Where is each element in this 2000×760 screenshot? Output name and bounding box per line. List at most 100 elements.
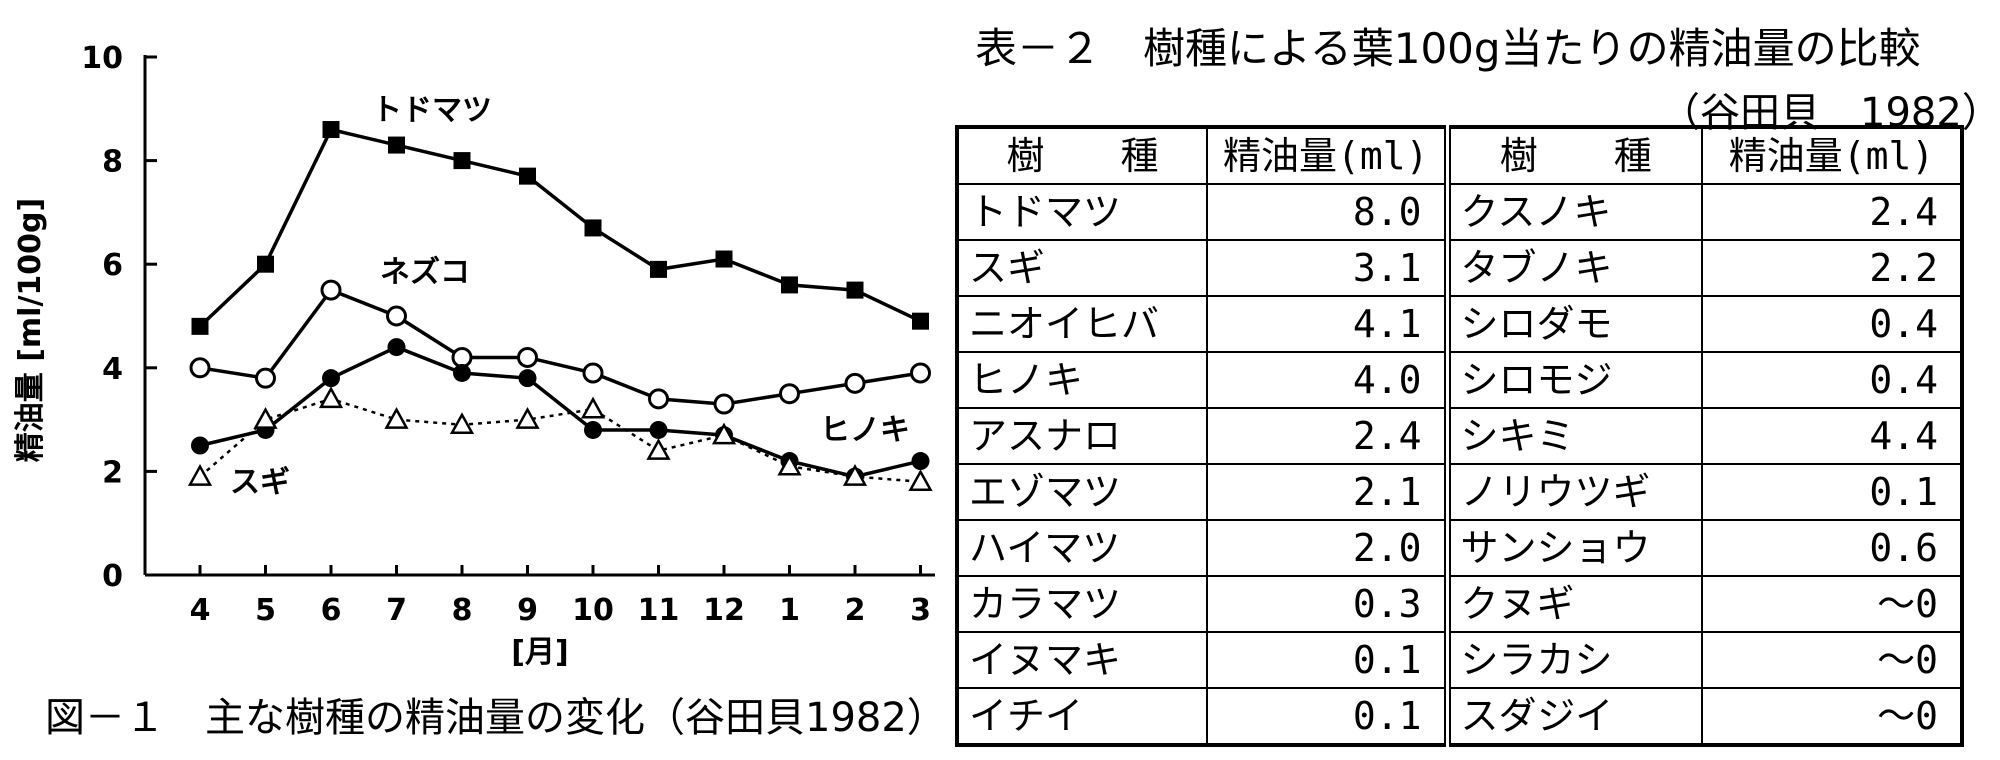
cell-oil-left: 0.1 <box>1206 631 1451 689</box>
cell-oil-left: 4.1 <box>1206 295 1451 353</box>
data-point-square <box>519 167 536 185</box>
data-point-open-circle <box>189 357 211 379</box>
data-point-open-circle <box>582 362 604 384</box>
data-point-square <box>650 260 667 278</box>
x-tick-label: 12 <box>703 593 745 628</box>
series-line <box>199 287 921 406</box>
cell-species-left: アスナロ <box>956 407 1208 465</box>
table-row: ヒノキ 4.0 シロモジ 0.4 <box>956 351 1963 409</box>
data-point-open-circle <box>320 279 342 301</box>
data-point-triangle <box>842 464 868 486</box>
cell-species-right: スダジイ <box>1446 687 1703 746</box>
x-tick-label: 11 <box>638 593 680 628</box>
data-point-filled-circle <box>453 363 471 382</box>
cell-oil-right: ～0 <box>1701 631 1963 689</box>
data-point-square <box>715 250 733 268</box>
series-line <box>198 127 922 328</box>
cell-oil-right: 0.1 <box>1701 463 1963 521</box>
data-point-triangle <box>580 396 606 419</box>
cell-oil-left: 3.1 <box>1206 239 1451 297</box>
cell-oil-right: 2.4 <box>1701 183 1963 241</box>
data-point-open-circle <box>386 305 407 327</box>
x-tick-label: 3 <box>910 593 931 628</box>
x-tick-label: 2 <box>845 593 866 628</box>
data-point-square <box>257 255 274 273</box>
cell-oil-left: 2.4 <box>1206 407 1451 465</box>
y-axis-label: 精油量 [ml/100g] <box>13 198 48 462</box>
table-row: ニオイヒバ 4.1 シロダモ 0.4 <box>956 295 1963 353</box>
data-point-square <box>846 281 864 299</box>
cell-oil-right: ～0 <box>1701 687 1963 746</box>
data-point-triangle <box>253 407 278 429</box>
cell-oil-right: 4.4 <box>1701 407 1963 465</box>
cell-species-left: イチイ <box>956 687 1208 746</box>
data-point-square <box>191 317 209 335</box>
data-point-filled-circle <box>584 420 602 439</box>
table-row: スギ 3.1 タブノキ 2.2 <box>956 239 1963 297</box>
cell-species-right: シキミ <box>1446 407 1703 465</box>
data-point-square <box>912 312 929 330</box>
y-tick-label: 4 <box>102 352 123 387</box>
data-point-square <box>388 136 405 154</box>
series-line <box>199 397 921 484</box>
cell-species-right: シラカシ <box>1446 631 1703 689</box>
series-label: ネズコ <box>380 255 470 290</box>
cell-oil-left: 2.1 <box>1206 463 1451 521</box>
data-point-filled-circle <box>649 420 668 439</box>
table-row: ハイマツ 2.0 サンショウ 0.6 <box>956 519 1963 577</box>
cell-species-right: シロダモ <box>1446 295 1703 353</box>
data-point-triangle <box>318 386 344 409</box>
cell-species-right: クヌギ <box>1446 575 1703 633</box>
x-tick-label: 7 <box>386 593 407 628</box>
header-oil-left: 精油量(ml) <box>1206 126 1451 185</box>
cell-oil-right: 2.2 <box>1701 239 1963 297</box>
data-point-open-circle <box>451 346 473 368</box>
cell-species-left: ニオイヒバ <box>956 295 1208 353</box>
cell-species-right: タブノキ <box>1446 239 1703 297</box>
x-tick-label: 6 <box>321 593 342 628</box>
data-point-triangle <box>187 464 213 486</box>
x-tick-label: 1 <box>779 593 800 628</box>
cell-oil-left: 2.0 <box>1206 519 1451 577</box>
data-point-open-circle <box>713 393 735 415</box>
cell-oil-right: 0.4 <box>1701 351 1963 409</box>
cell-oil-left: 8.0 <box>1206 183 1451 241</box>
cell-species-right: クスノキ <box>1446 183 1703 241</box>
cell-species-left: トドマツ <box>956 183 1208 241</box>
cell-oil-right: 0.6 <box>1701 519 1963 577</box>
data-point-triangle <box>777 453 802 476</box>
data-point-triangle <box>384 407 409 429</box>
header-species-left: 樹 種 <box>956 126 1208 185</box>
data-point-filled-circle <box>911 452 930 471</box>
data-point-square <box>781 276 798 294</box>
cell-species-left: イヌマキ <box>956 631 1208 689</box>
cell-species-left: ヒノキ <box>956 351 1208 409</box>
data-point-open-circle <box>517 346 538 368</box>
cell-species-left: スギ <box>956 239 1208 297</box>
cell-oil-right: ～0 <box>1701 575 1963 633</box>
data-point-filled-circle <box>518 369 537 388</box>
table-row: カラマツ 0.3 クヌギ ～0 <box>956 575 1963 633</box>
table-row: エゾマツ 2.1 ノリウツギ 0.1 <box>956 463 1963 521</box>
table-row: アスナロ 2.4 シキミ 4.4 <box>956 407 1963 465</box>
data-point-filled-circle <box>191 436 209 455</box>
cell-oil-left: 4.0 <box>1206 351 1451 409</box>
figure-caption: 図－１ 主な樹種の精油量の変化（谷田貝1982） <box>45 695 947 741</box>
cell-oil-left: 0.1 <box>1206 687 1451 746</box>
data-point-square <box>453 152 471 170</box>
y-tick-label: 2 <box>102 455 123 490</box>
header-oil-right: 精油量(ml) <box>1701 126 1963 185</box>
table-header-row: 樹 種 精油量(ml) 樹 種 精油量(ml) <box>956 126 1963 185</box>
data-point-open-circle <box>844 372 866 394</box>
data-point-open-circle <box>648 388 669 410</box>
x-tick-label: 8 <box>452 593 473 628</box>
data-point-open-circle <box>255 367 276 389</box>
series-line <box>199 345 921 479</box>
data-point-triangle <box>449 412 475 435</box>
data-point-open-circle <box>910 362 931 384</box>
table-row: トドマツ 8.0 クスノキ 2.4 <box>956 183 1963 241</box>
data-point-square <box>322 121 340 139</box>
y-tick-label: 0 <box>102 559 123 594</box>
data-point-triangle <box>646 438 671 460</box>
